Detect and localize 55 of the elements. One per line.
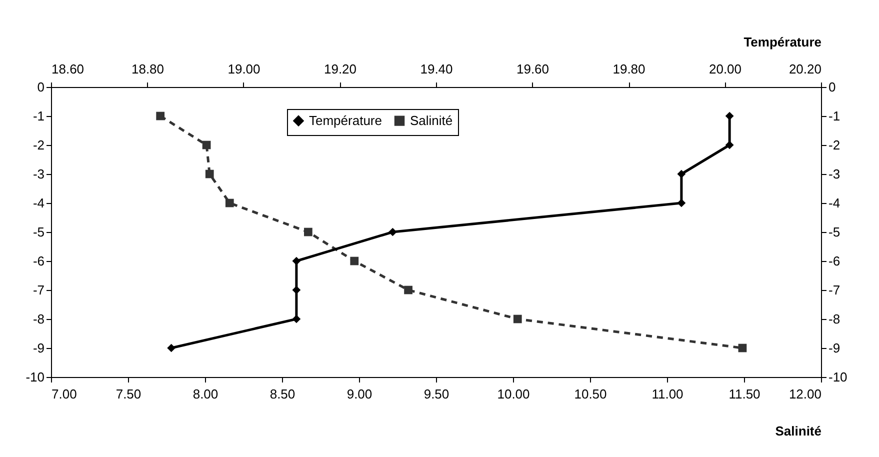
x-tick-label: 9.50 (424, 386, 450, 402)
y-tick-label: -8 (32, 312, 44, 326)
x-tick-label: 11.50 (728, 386, 760, 402)
x2-tick-label: 19.80 (612, 62, 646, 76)
y-tick-label: 0 (37, 80, 44, 94)
y-tick-label: -9 (32, 340, 44, 356)
y-tick-label: -6 (32, 254, 44, 268)
y-tick-label: -1 (32, 108, 44, 124)
point (738, 344, 747, 352)
x2-tick-label: 19.20 (324, 62, 357, 76)
y2-tick-label: -10 (828, 370, 848, 384)
point (513, 314, 522, 324)
x-tick-label: 7.50 (116, 386, 142, 402)
x-tick-label: 10.50 (574, 386, 607, 402)
x-tick-label: 10.00 (497, 386, 530, 402)
y-tick-label: -7 (32, 282, 44, 298)
x-tick-label: 8.50 (270, 386, 296, 402)
x-tick-label: 12.00 (788, 386, 822, 402)
y2-tick-label: -1 (828, 108, 840, 124)
y-tick-label: -5 (32, 224, 44, 240)
x2-tick-label: 18.80 (131, 62, 164, 76)
point (225, 198, 234, 208)
legend-label: Température (309, 112, 382, 128)
point (304, 228, 312, 236)
y2-tick-label: -3 (828, 166, 840, 182)
y2-tick-label: -6 (828, 254, 840, 268)
x2-axis-title: Température (744, 34, 822, 50)
point (156, 112, 165, 120)
legend-label: Salinité (410, 112, 453, 128)
y-tick-label: -2 (32, 138, 44, 152)
point (404, 286, 412, 294)
x-axis-title: Salinité (775, 424, 822, 438)
x-tick-label: 11.00 (652, 386, 684, 402)
x2-tick-label: 20.20 (788, 62, 822, 76)
point (205, 170, 214, 178)
x-tick-label: 8.00 (192, 386, 218, 402)
x-tick-label: 7.00 (52, 386, 77, 402)
x2-tick-label: 19.60 (516, 62, 550, 76)
y2-tick-label: 0 (828, 80, 836, 94)
x2-tick-label: 19.40 (420, 62, 453, 76)
x2-tick-label: 19.00 (228, 62, 260, 76)
y2-tick-label: -2 (828, 138, 840, 152)
y-tick-label: -10 (26, 370, 44, 384)
y2-tick-label: -8 (828, 312, 840, 326)
y2-tick-label: -9 (828, 340, 840, 356)
x2-tick-label: 18.60 (52, 62, 84, 76)
point (202, 140, 211, 150)
y-tick-label: -3 (32, 166, 44, 182)
y2-tick-label: -5 (828, 224, 840, 240)
y2-tick-label: -4 (828, 196, 840, 210)
x-tick-label: 9.00 (346, 386, 372, 402)
x2-tick-label: 20.00 (708, 62, 742, 76)
point (350, 256, 359, 266)
y2-tick-label: -7 (828, 282, 840, 298)
y-tick-label: -4 (32, 196, 44, 210)
